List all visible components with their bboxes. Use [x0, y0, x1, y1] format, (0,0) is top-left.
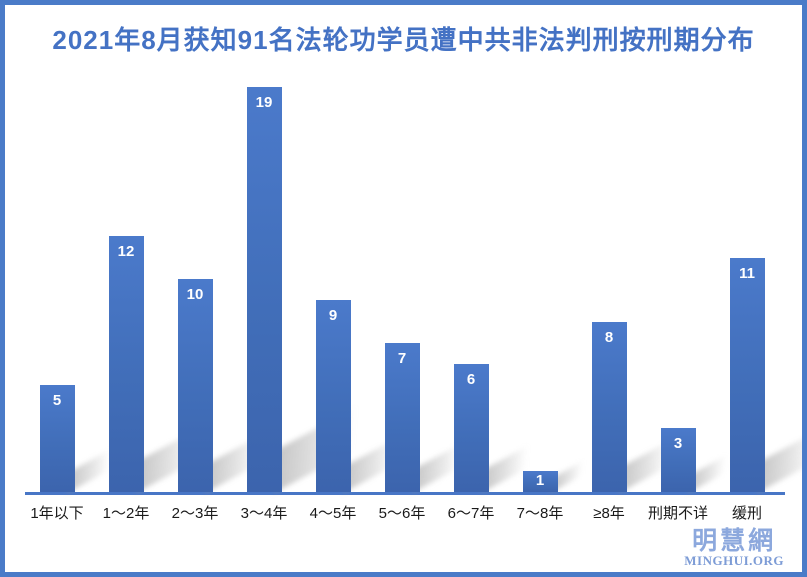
bar-value-label: 6 — [466, 371, 476, 388]
x-axis-label: 缓刑 — [731, 505, 763, 522]
x-axis-label: ≥8年 — [593, 505, 625, 522]
bar-1～2年: 12 — [108, 236, 144, 492]
bar-value-label: 5 — [52, 392, 62, 409]
x-axis-label: 6～7年 — [447, 505, 495, 522]
minghui-watermark: 明慧網 MINGHUI.ORG — [684, 528, 784, 568]
bar-1年以下: 5 — [39, 385, 75, 492]
x-axis-labels: 1年以下 1～2年 2～3年 3～4年 4～5年 5～6年 6～7年 7～8年 ≥8年 刑期不详 缓… — [25, 502, 785, 526]
x-axis-label: 3～4年 — [240, 505, 288, 522]
plot-area: 5 12 10 19 9 7 6 1 8 3 11 — [25, 80, 802, 495]
x-axis-label: 刑期不详 — [647, 505, 709, 522]
bar-value-label: 8 — [604, 329, 614, 346]
x-axis-label: 7～8年 — [516, 505, 564, 522]
bar-value-label: 1 — [535, 472, 545, 489]
bar-≥8年: 8 — [591, 322, 627, 492]
bar-3～4年: 19 — [246, 87, 282, 492]
bar-value-label: 19 — [255, 94, 273, 111]
watermark-chinese: 明慧網 — [692, 527, 777, 556]
bar-4～5年: 9 — [315, 300, 351, 492]
bar-刑期不详: 3 — [660, 428, 696, 492]
bar-value-label: 9 — [328, 307, 338, 324]
bar-value-label: 11 — [739, 265, 755, 282]
x-axis-line — [25, 492, 785, 495]
bar-value-label: 12 — [117, 243, 135, 260]
bar-shadow — [758, 421, 802, 492]
x-axis-label: 1年以下 — [30, 505, 84, 522]
watermark-english: MINGHUI.ORG — [684, 553, 784, 569]
chart-title: 2021年8月获知91名法轮功学员遭中共非法判刑按刑期分布 — [52, 25, 755, 55]
bar-shadow — [551, 456, 592, 492]
x-axis-label: 1～2年 — [102, 505, 150, 522]
bar-value-label: 10 — [186, 286, 204, 303]
bar-value-label: 7 — [397, 350, 407, 367]
x-axis-label: 2～3年 — [171, 505, 219, 522]
bar-7～8年: 1 — [522, 471, 558, 492]
x-axis-label: 5～6年 — [378, 505, 426, 522]
x-axis-label: 4～5年 — [309, 505, 357, 522]
bar-5～6年: 7 — [384, 343, 420, 492]
bar-2～3年: 10 — [177, 279, 213, 492]
bar-value-label: 3 — [673, 435, 683, 452]
bar-缓刑: 11 — [729, 258, 765, 492]
bar-6～7年: 6 — [453, 364, 489, 492]
